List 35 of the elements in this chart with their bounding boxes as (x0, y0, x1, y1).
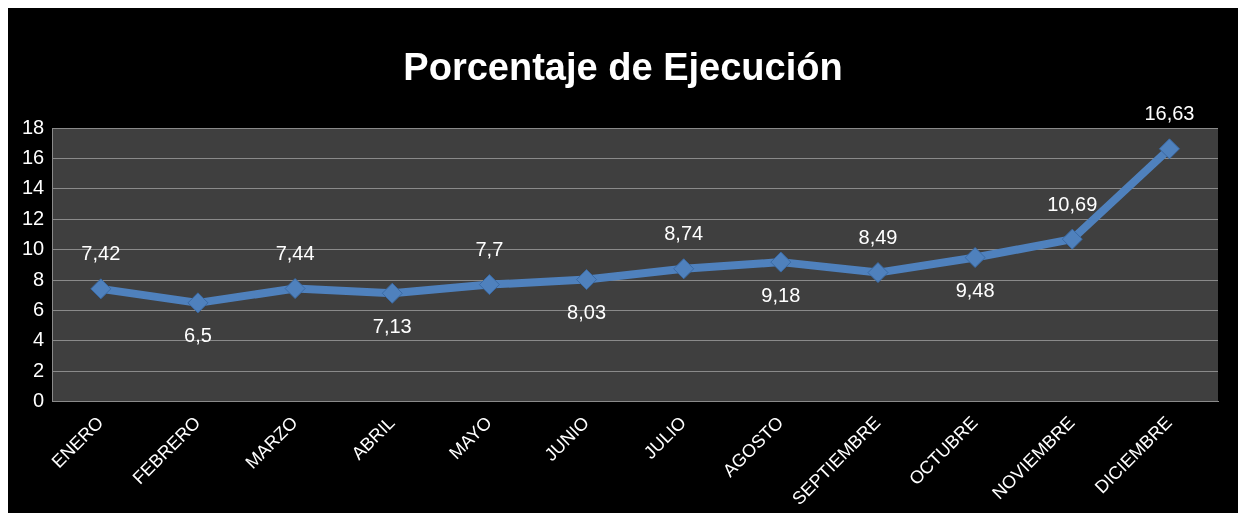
y-tick-label: 8 (33, 267, 45, 290)
point (1061, 228, 1083, 250)
data-label: 6,5 (184, 324, 212, 347)
y-tick-label: 10 (22, 237, 45, 260)
data-label: 16,63 (1144, 102, 1195, 125)
y-tick-label: 4 (33, 328, 45, 351)
point (187, 292, 209, 314)
data-label: 9,18 (761, 283, 801, 306)
data-label: 8,74 (664, 222, 704, 245)
y-tick-label: 6 (33, 297, 45, 320)
point (284, 278, 306, 300)
point (576, 269, 598, 291)
point (478, 274, 500, 296)
y-tick-label: 14 (22, 176, 45, 199)
point (381, 282, 403, 304)
data-label: 7,13 (372, 314, 412, 337)
point (867, 262, 889, 284)
y-tick-label: 0 (33, 389, 45, 412)
data-label: 9,48 (955, 279, 995, 302)
data-label: 8,03 (567, 301, 607, 324)
data-label: 10,69 (1047, 192, 1098, 215)
point (964, 247, 986, 269)
point (90, 278, 112, 300)
data-label: 7,7 (475, 238, 504, 261)
data-label: 7,44 (275, 242, 315, 265)
y-tick-label: 18 (22, 115, 45, 138)
y-tick-label: 2 (33, 358, 45, 381)
point (673, 258, 695, 280)
data-label: 8,49 (858, 226, 898, 249)
point (1158, 138, 1180, 160)
point (770, 251, 792, 273)
data-label: 7,42 (81, 242, 121, 265)
y-tick-label: 12 (22, 206, 45, 229)
y-tick-label: 16 (22, 145, 45, 168)
chart-title: Porcentaje de Ejecución (402, 46, 844, 89)
